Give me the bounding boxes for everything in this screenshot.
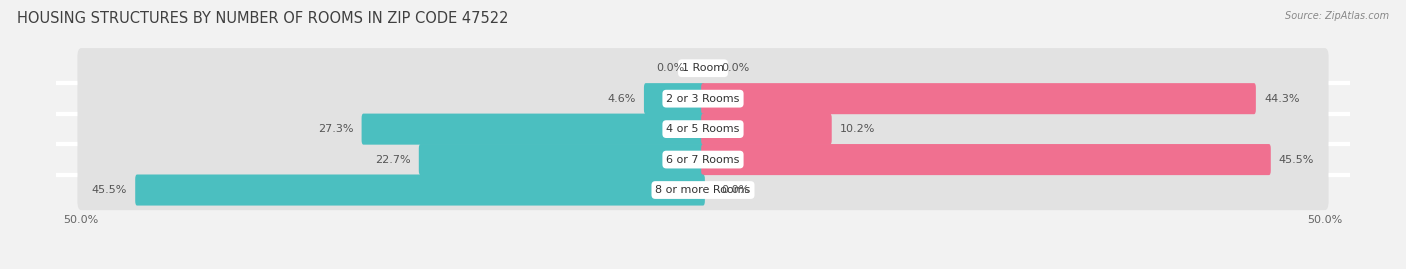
Text: 45.5%: 45.5% — [91, 185, 127, 195]
Text: 4 or 5 Rooms: 4 or 5 Rooms — [666, 124, 740, 134]
FancyBboxPatch shape — [77, 170, 1329, 210]
Text: Source: ZipAtlas.com: Source: ZipAtlas.com — [1285, 11, 1389, 21]
Text: 4.6%: 4.6% — [607, 94, 636, 104]
Text: 22.7%: 22.7% — [375, 155, 411, 165]
FancyBboxPatch shape — [77, 48, 1329, 88]
Text: 2 or 3 Rooms: 2 or 3 Rooms — [666, 94, 740, 104]
Text: HOUSING STRUCTURES BY NUMBER OF ROOMS IN ZIP CODE 47522: HOUSING STRUCTURES BY NUMBER OF ROOMS IN… — [17, 11, 509, 26]
Text: 0.0%: 0.0% — [721, 63, 749, 73]
FancyBboxPatch shape — [702, 114, 832, 145]
FancyBboxPatch shape — [419, 144, 704, 175]
Text: 44.3%: 44.3% — [1264, 94, 1299, 104]
Text: 1 Room: 1 Room — [682, 63, 724, 73]
FancyBboxPatch shape — [361, 114, 704, 145]
FancyBboxPatch shape — [77, 139, 1329, 180]
Text: 10.2%: 10.2% — [839, 124, 875, 134]
Text: 0.0%: 0.0% — [721, 185, 749, 195]
Text: 45.5%: 45.5% — [1279, 155, 1315, 165]
FancyBboxPatch shape — [135, 175, 704, 206]
Text: 6 or 7 Rooms: 6 or 7 Rooms — [666, 155, 740, 165]
FancyBboxPatch shape — [644, 83, 704, 114]
Text: 8 or more Rooms: 8 or more Rooms — [655, 185, 751, 195]
FancyBboxPatch shape — [702, 144, 1271, 175]
FancyBboxPatch shape — [702, 83, 1256, 114]
FancyBboxPatch shape — [77, 79, 1329, 119]
Text: 27.3%: 27.3% — [318, 124, 353, 134]
FancyBboxPatch shape — [77, 109, 1329, 149]
Text: 0.0%: 0.0% — [657, 63, 685, 73]
